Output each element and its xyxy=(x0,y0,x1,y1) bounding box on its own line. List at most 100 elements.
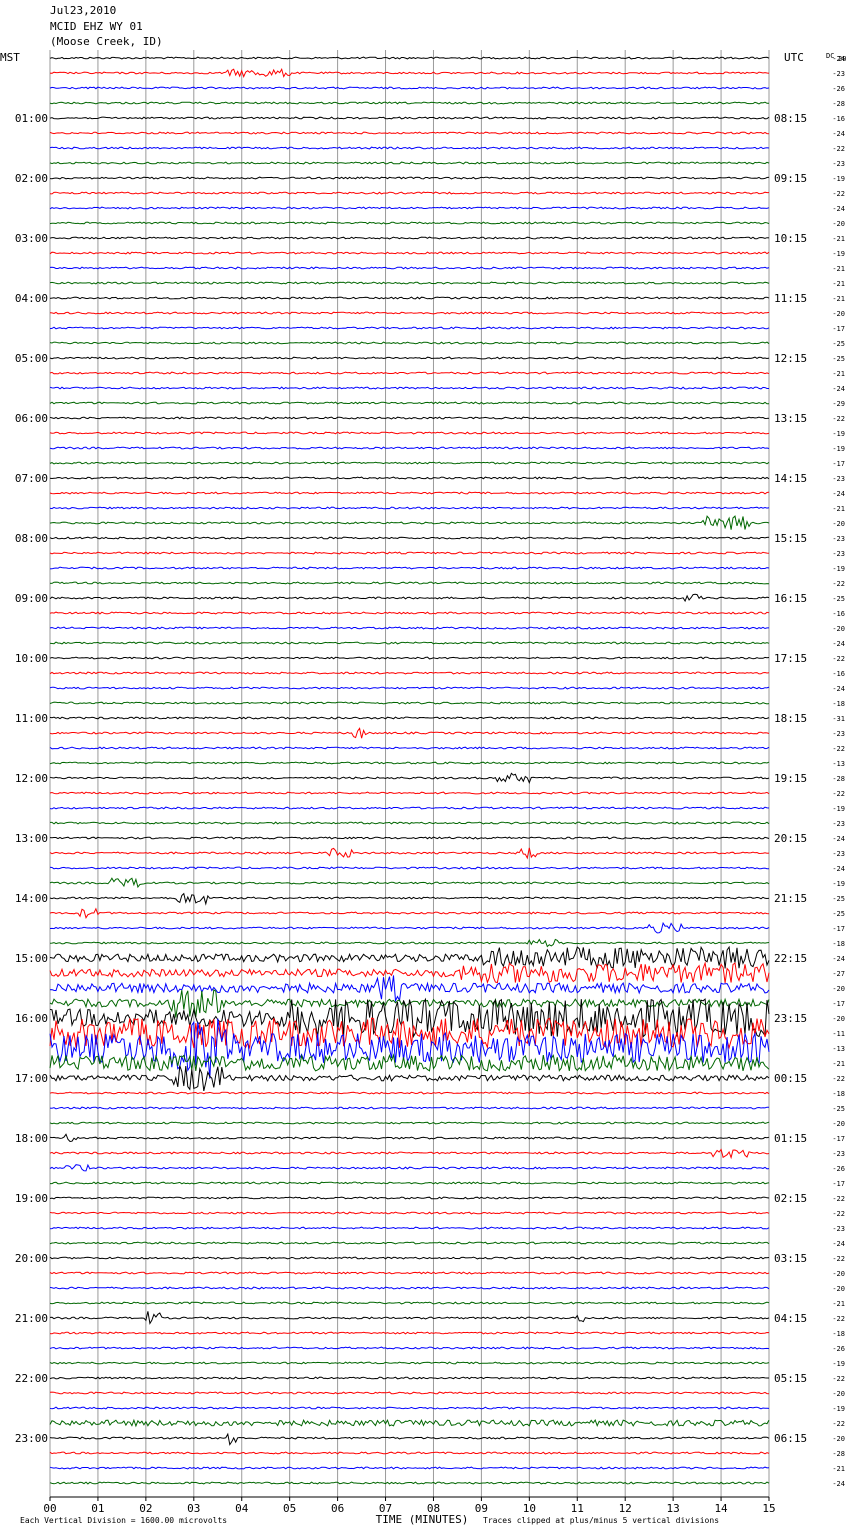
dc-offset-value: -17 xyxy=(832,325,845,333)
seismic-trace xyxy=(49,945,770,969)
seismic-trace xyxy=(49,146,770,150)
dc-offset-value: -25 xyxy=(832,340,845,348)
mst-hour-label: 15:00 xyxy=(15,952,48,965)
utc-hour-label: 08:15 xyxy=(774,112,807,125)
seismic-trace xyxy=(49,251,770,255)
utc-hour-label: 14:15 xyxy=(774,472,807,485)
seismic-trace xyxy=(49,701,770,705)
mst-hour-label: 09:00 xyxy=(15,592,48,605)
x-tick-label: 11 xyxy=(571,1502,584,1515)
dc-offset-value: -28 xyxy=(832,100,845,108)
mst-hour-label: 22:00 xyxy=(15,1372,48,1385)
dc-offset-value: -20 xyxy=(832,1390,845,1398)
seismic-trace xyxy=(49,68,770,78)
dc-offset-value: -24 xyxy=(832,865,845,873)
seismic-trace xyxy=(49,997,770,1039)
mst-hour-label: 07:00 xyxy=(15,472,48,485)
dc-offset-value: -22 xyxy=(832,1195,845,1203)
dc-offset-value: -19 xyxy=(832,565,845,573)
x-tick-label: 13 xyxy=(667,1502,680,1515)
mst-hour-label: 02:00 xyxy=(15,172,48,185)
trace-group xyxy=(49,56,770,1485)
x-axis-title: TIME (MINUTES) xyxy=(376,1513,469,1526)
seismic-trace xyxy=(49,515,770,530)
dc-label: DC xyxy=(826,52,834,60)
utc-hour-label: 09:15 xyxy=(774,172,807,185)
seismic-trace xyxy=(49,1053,770,1072)
dc-offset-value: -21 xyxy=(832,1060,845,1068)
seismic-trace xyxy=(49,1017,770,1050)
seismic-trace xyxy=(50,821,770,825)
seismic-trace xyxy=(49,1466,770,1470)
utc-hour-label: 23:15 xyxy=(774,1012,807,1025)
x-tick-label: 03 xyxy=(187,1502,200,1515)
dc-offset-value: -23 xyxy=(832,730,845,738)
dc-offset-value: -24 xyxy=(832,955,845,963)
x-tick-label: 07 xyxy=(379,1502,392,1515)
dc-offset-value: -20 xyxy=(832,625,845,633)
seismic-trace xyxy=(49,671,770,675)
dc-offset-value: -11 xyxy=(832,1030,845,1038)
mst-hour-label: 12:00 xyxy=(15,772,48,785)
seismic-trace xyxy=(49,386,769,390)
seismic-trace xyxy=(49,1256,770,1260)
seismic-trace xyxy=(49,536,770,540)
dc-offset-value: -22 xyxy=(832,190,845,198)
dc-offset-value: -22 xyxy=(832,1420,845,1428)
dc-offset-value: -23 xyxy=(832,475,845,483)
seismic-trace xyxy=(49,1406,770,1410)
seismic-trace xyxy=(49,311,770,315)
utc-hour-label: 13:15 xyxy=(774,412,807,425)
scale-note: Each Vertical Division = 1600.00 microvo… xyxy=(20,1516,227,1525)
dc-offset-value: -21 xyxy=(832,265,845,273)
seismic-trace xyxy=(49,847,770,860)
utc-hour-label: 16:15 xyxy=(774,592,807,605)
dc-offset-value: -25 xyxy=(832,595,845,603)
mst-hour-label: 14:00 xyxy=(15,892,48,905)
dc-offset-value: -24 xyxy=(832,130,845,138)
dc-offset-value: -16 xyxy=(832,670,845,678)
seismic-trace xyxy=(49,356,770,360)
utc-hour-label: 22:15 xyxy=(774,952,807,965)
seismic-trace xyxy=(49,491,770,495)
dc-offset-value: -21 xyxy=(832,235,845,243)
dc-offset-value: -25 xyxy=(832,895,845,903)
dc-offset-value: -23 xyxy=(832,550,845,558)
seismic-trace xyxy=(49,1346,770,1350)
seismic-trace xyxy=(49,1301,770,1305)
x-tick-label: 06 xyxy=(331,1502,344,1515)
dc-offset-value: -21 xyxy=(832,370,845,378)
dc-offset-value: -22 xyxy=(832,145,845,153)
x-tick-label: 09 xyxy=(475,1502,488,1515)
dc-offset-value: -19 xyxy=(832,430,845,438)
mst-hour-label: 03:00 xyxy=(15,232,48,245)
grid-lines xyxy=(49,50,770,1501)
seismic-trace xyxy=(49,641,770,645)
dc-offset-value: -26 xyxy=(832,1165,845,1173)
station-location: (Moose Creek, ID) xyxy=(50,35,163,48)
seismic-trace xyxy=(49,206,770,210)
seismic-trace xyxy=(49,611,770,615)
dc-offset-value: -22 xyxy=(832,415,845,423)
dc-offset-value: -29 xyxy=(832,400,845,408)
dc-offset-value: -18 xyxy=(832,1330,845,1338)
seismic-trace xyxy=(49,1331,770,1335)
dc-offset-value: -18 xyxy=(832,700,845,708)
x-tick-label: 02 xyxy=(139,1502,152,1515)
dc-offset-value: -21 xyxy=(832,295,845,303)
utc-hour-label: 11:15 xyxy=(774,292,807,305)
dc-offset-value: -21 xyxy=(832,1465,845,1473)
seismic-trace xyxy=(49,371,770,375)
utc-hour-label: 19:15 xyxy=(774,772,807,785)
dc-offset-value: -24 xyxy=(832,205,845,213)
seismic-trace xyxy=(49,1432,770,1446)
seismic-trace xyxy=(49,1106,770,1110)
dc-offset-value: -24 xyxy=(832,835,845,843)
dc-offset-value: -20 xyxy=(832,520,845,528)
seismic-trace xyxy=(49,431,770,435)
seismic-trace xyxy=(49,281,770,285)
x-tick-label: 04 xyxy=(235,1502,249,1515)
dc-offset-value: -24 xyxy=(832,685,845,693)
dc-offset-value: -13 xyxy=(832,1045,845,1053)
seismic-trace xyxy=(49,551,770,555)
